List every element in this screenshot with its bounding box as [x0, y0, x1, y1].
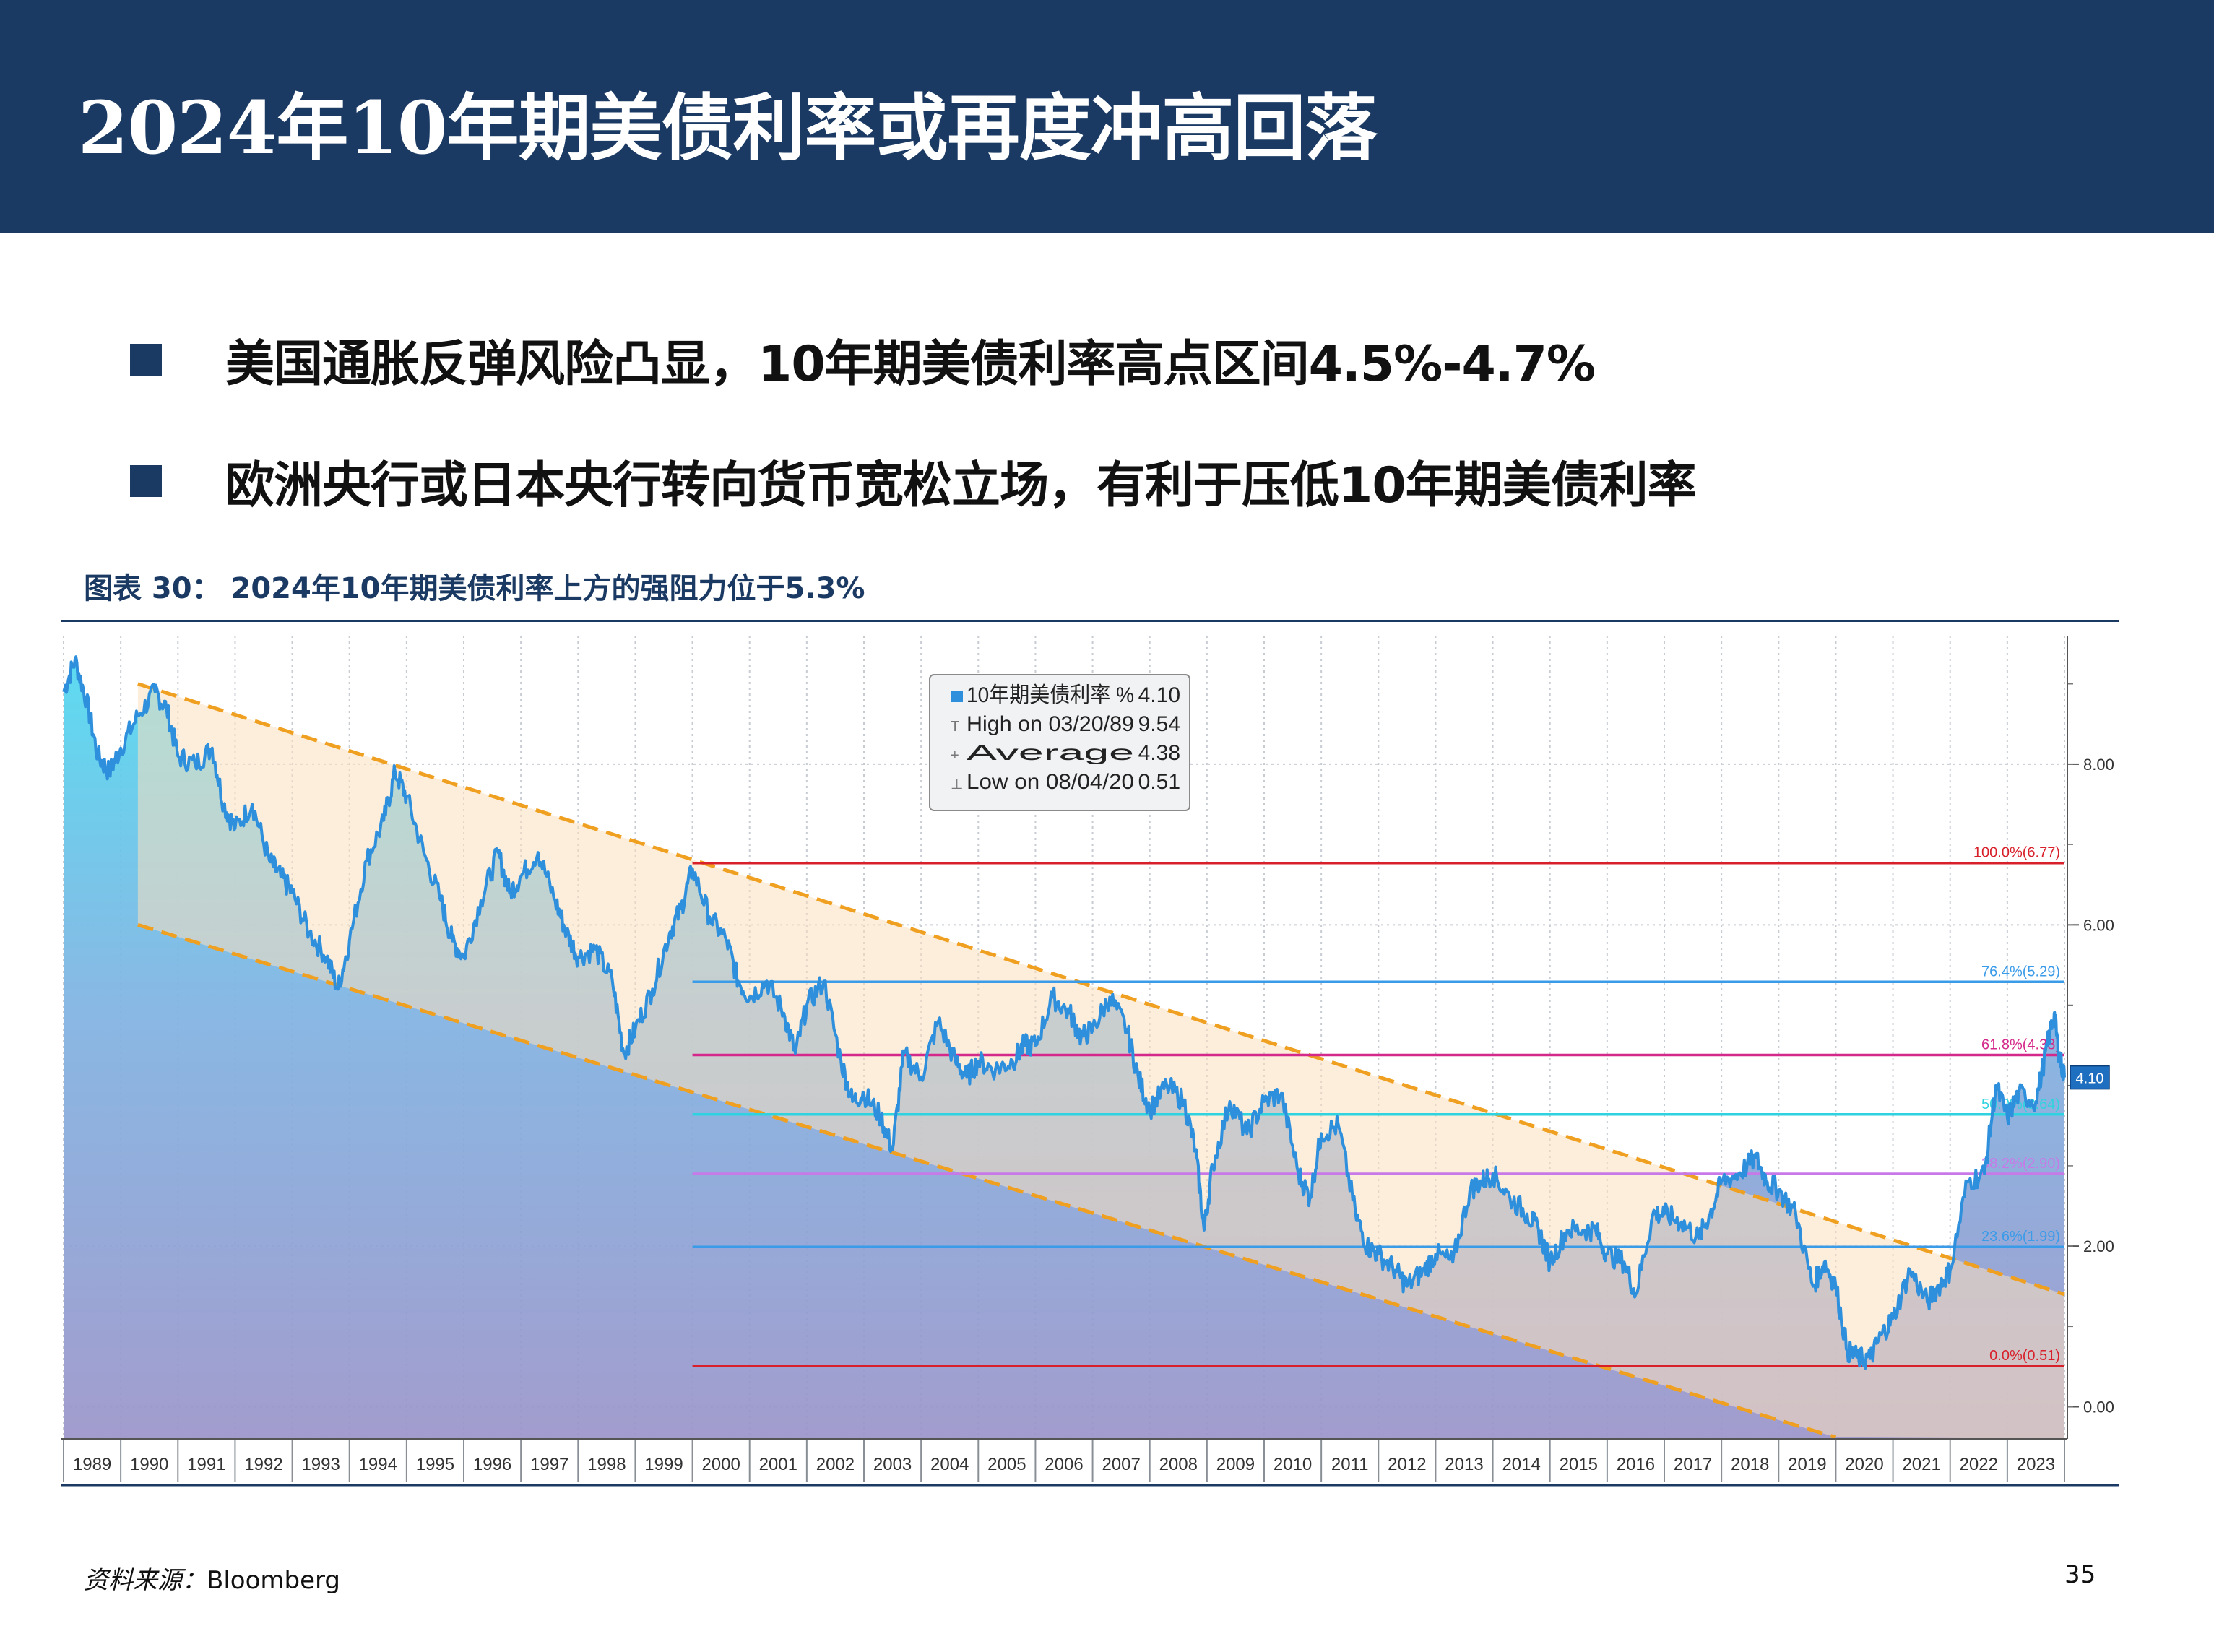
page-title: 2024年10年期美债利率或再度冲高回落 [78, 85, 1377, 170]
figure-caption: 图表 30： 2024年10年期美债利率上方的强阻力位于5.3% [84, 572, 865, 605]
legend-box: 10年期美债利率 % 4.10 T High on 03/20/89 9.54 + Aver… [929, 674, 1190, 811]
x-tick-label: 2001 [759, 1455, 797, 1474]
x-tick-label: 1999 [644, 1455, 683, 1474]
source-value: Bloomberg [207, 1566, 340, 1595]
fib-level-label: 100.0%(6.77) [1973, 845, 2060, 861]
bullet-text-2: 欧洲央行或日本央行转向货币宽松立场，有利于压低10年期美债利率 [225, 457, 1697, 514]
x-tick-label: 2015 [1560, 1455, 1598, 1474]
x-tick-label: 1992 [244, 1455, 282, 1474]
x-tick-label: 2012 [1388, 1455, 1426, 1474]
y-tick-label: 6.00 [2083, 916, 2114, 934]
legend-entry-value: 9.54 [1138, 712, 1180, 736]
legend-frame [929, 674, 1190, 811]
legend-entry-value: 4.38 [1138, 741, 1180, 765]
x-tick-label: 2014 [1502, 1455, 1540, 1474]
y-tick-label: 8.00 [2083, 756, 2114, 774]
channel-fill [137, 683, 2065, 1440]
x-tick-label: 1989 [73, 1455, 111, 1474]
page-number: 35 [2064, 1560, 2096, 1589]
x-tick-label: 2019 [1788, 1455, 1826, 1474]
legend-entry-value: 0.51 [1138, 770, 1180, 794]
caption-rule [61, 620, 2119, 622]
bullet-text-1: 美国通胀反弹风险凸显，10年期美债利率高点区间4.5%-4.7% [225, 336, 1596, 393]
x-tick-label: 2020 [1845, 1455, 1883, 1474]
x-tick-label: 1997 [530, 1455, 568, 1474]
channel-layer [137, 682, 2065, 1440]
legend-series-swatch [951, 691, 963, 702]
y-tick-label: 2.00 [2083, 1237, 2114, 1255]
bullet-marker-1 [130, 344, 162, 376]
x-tick-label: 2022 [1960, 1455, 1998, 1474]
x-tick-label: 2006 [1045, 1455, 1083, 1474]
x-tick-label: 2005 [987, 1455, 1026, 1474]
x-tick-label: 1990 [130, 1455, 168, 1474]
last-value-tag-box [2070, 1065, 2110, 1090]
x-tick-label: 2013 [1445, 1455, 1483, 1474]
x-tick-label: 1998 [587, 1455, 626, 1474]
x-tick-label: 2000 [701, 1455, 740, 1474]
x-tick-label: 2008 [1159, 1455, 1198, 1474]
x-tick-label: 1991 [187, 1455, 225, 1474]
x-tick-label: 2023 [2017, 1455, 2055, 1474]
channel-lower-line [137, 922, 1837, 1440]
legend-entry-label: Average [967, 741, 1134, 765]
legend-marker-icon: ⊥ [951, 777, 963, 792]
x-tick-label: 1994 [359, 1455, 397, 1474]
legend-entry-label: Low on 08/04/20 [967, 770, 1134, 794]
fib-level-label: 38.2%(2.90) [1981, 1156, 2060, 1172]
x-tick-label: 1995 [416, 1455, 454, 1474]
source-label: 资料来源： [84, 1566, 207, 1595]
line-layer [62, 655, 2066, 1370]
series-line [62, 655, 2066, 1370]
last-value-tag-text: 4.10 [2076, 1071, 2104, 1087]
yield-chart: 100.0%(6.77)76.4%(5.29)61.8%(4.38)50.0%(… [61, 636, 2119, 1487]
legend-entry-value: 4.10 [1138, 683, 1180, 707]
legend-marker-icon: T [951, 719, 959, 735]
x-tick-label: 2009 [1216, 1455, 1255, 1474]
x-tick-label: 1996 [473, 1455, 511, 1474]
fib-level-label: 23.6%(1.99) [1981, 1229, 2060, 1245]
x-tick-label: 1993 [301, 1455, 340, 1474]
channel-upper-line [137, 682, 2065, 1297]
header-banner: 2024年10年期美债利率或再度冲高回落 [0, 0, 2214, 233]
axis-layer: 1989 1990 1991 1992 1993 1994 1995 1996 1997 1998… [61, 636, 2119, 1487]
x-tick-label: 2003 [873, 1455, 912, 1474]
x-tick-label: 2018 [1731, 1455, 1769, 1474]
x-tick-label: 2011 [1331, 1455, 1369, 1474]
x-tick-label: 2007 [1102, 1455, 1140, 1474]
legend-marker-icon: + [951, 748, 959, 764]
source-note: 资料来源：Bloomberg [84, 1560, 340, 1596]
legend-entry-label: 10年期美债利率 % [967, 683, 1134, 707]
fib-level-label: 0.0%(0.51) [1989, 1348, 2060, 1364]
bullet-marker-2 [130, 465, 162, 497]
fib-level-label: 76.4%(5.29) [1981, 964, 2060, 979]
x-tick-label: 2002 [816, 1455, 855, 1474]
x-tick-label: 2004 [930, 1455, 969, 1474]
y-tick-label: 0.00 [2083, 1398, 2114, 1417]
x-tick-label: 2021 [1902, 1455, 1940, 1474]
legend-entry-label: High on 03/20/89 [967, 712, 1134, 736]
x-tick-label: 2016 [1617, 1455, 1655, 1474]
fib-layer: 100.0%(6.77)76.4%(5.29)61.8%(4.38)50.0%(… [692, 845, 2064, 1367]
fib-level-label: 61.8%(4.38) [1981, 1037, 2060, 1052]
x-tick-label: 2017 [1674, 1455, 1712, 1474]
x-tick-label: 2010 [1274, 1455, 1312, 1474]
